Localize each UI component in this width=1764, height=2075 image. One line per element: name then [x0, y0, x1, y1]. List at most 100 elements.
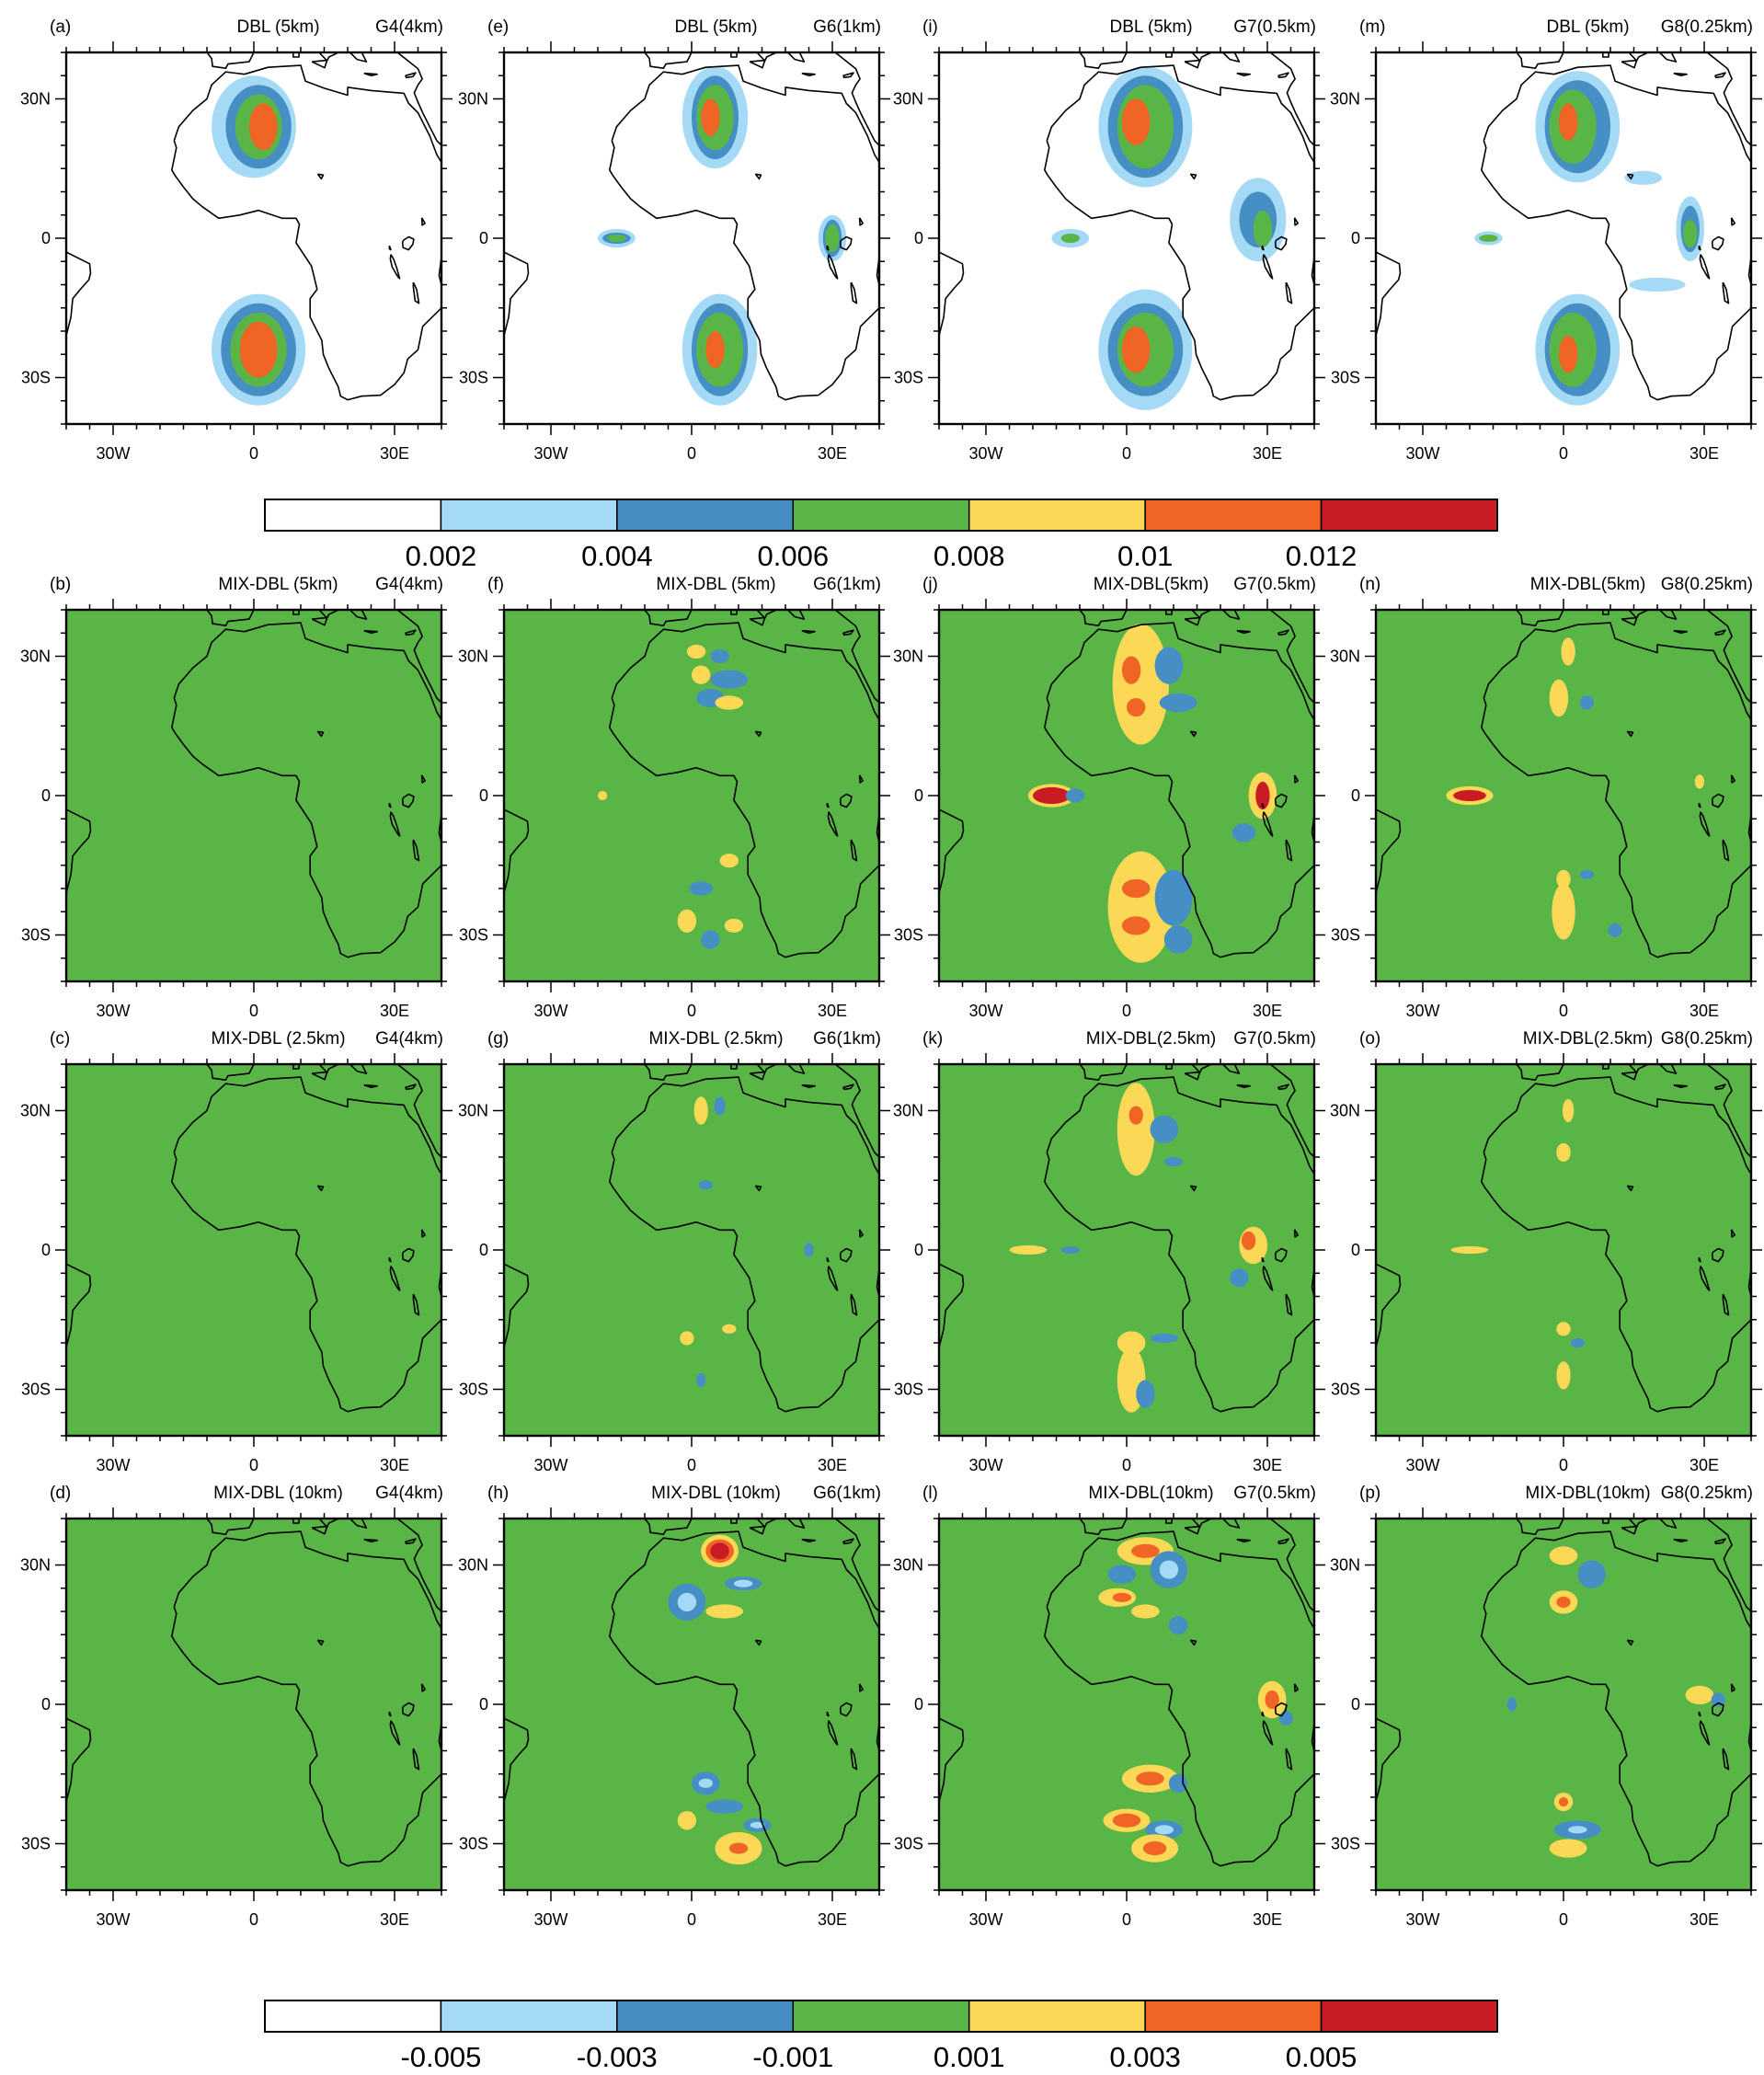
coastline — [388, 802, 392, 808]
contour-region — [1154, 869, 1193, 926]
coastline — [1261, 1256, 1265, 1263]
contour-region — [1453, 789, 1486, 802]
contour-region — [1131, 1604, 1160, 1619]
contour-region — [686, 644, 706, 659]
colorbar-label: 0.001 — [934, 2041, 1005, 2073]
lon-label: 30W — [1405, 444, 1439, 463]
coastline — [730, 1064, 739, 1070]
coastline — [1626, 1185, 1634, 1192]
lon-label: 0 — [249, 444, 258, 463]
colorbar-label: 0.002 — [406, 540, 477, 572]
coastline — [1376, 1263, 1402, 1436]
coastline — [363, 1538, 378, 1543]
contour-region — [804, 1243, 814, 1257]
coastline — [1722, 839, 1730, 862]
coastline — [1261, 1711, 1265, 1717]
contour-region — [696, 1372, 706, 1387]
lon-label: 30E — [1253, 1910, 1282, 1929]
lat-label: 30N — [1330, 1102, 1360, 1120]
panel-background — [66, 1519, 441, 1890]
lon-label: 0 — [249, 1002, 258, 1020]
lon-label: 30E — [818, 1456, 847, 1474]
contour-region — [715, 695, 744, 710]
coastline — [1481, 1530, 1751, 1867]
lon-label: 30W — [533, 1002, 567, 1020]
contour-region — [1107, 851, 1174, 963]
coastline — [1165, 52, 1174, 58]
map-panel: (a) DBL (5km) G4(4km) 30W 0 30E 30N 0 30S — [20, 17, 452, 463]
lon-label: 30E — [818, 1910, 847, 1929]
contour-region — [1579, 695, 1595, 710]
panel-tag: (p) — [1359, 1484, 1380, 1503]
lat-label: 0 — [479, 1241, 488, 1259]
contour-region — [1163, 925, 1193, 954]
coastline — [801, 72, 816, 77]
coastline — [1253, 1519, 1314, 1612]
coastline — [1236, 1083, 1251, 1089]
coastline — [1184, 616, 1201, 626]
contour-region — [1154, 647, 1184, 684]
contour-region — [677, 1592, 697, 1611]
coastline — [420, 774, 426, 784]
lat-label: 30S — [21, 1835, 51, 1853]
lat-label: 30N — [1330, 648, 1360, 666]
coastline — [1654, 610, 1690, 620]
coastline — [1730, 774, 1735, 784]
map-panel: (m) DBL (5km) G8(0.25km) 30W 0 30E 30N 0 30S — [1330, 17, 1762, 463]
panel-tag: (f) — [487, 575, 504, 594]
coastline — [609, 64, 879, 401]
lat-label: 30S — [459, 369, 488, 387]
lat-label: 0 — [41, 229, 51, 247]
lon-label: 0 — [249, 1910, 258, 1929]
contour-region — [1562, 1098, 1575, 1123]
lat-label: 30S — [21, 369, 51, 387]
contour-region — [1136, 1771, 1164, 1786]
coastline — [292, 1519, 301, 1524]
coastline — [1236, 629, 1251, 635]
coastline — [363, 72, 378, 77]
coastline — [782, 610, 819, 620]
contour-region — [825, 224, 840, 253]
lat-label: 30N — [20, 90, 51, 109]
map-panel: (k) MIX-DBL(2.5km) G7(0.5km) 30W 0 30E 30N 0 30S — [893, 1029, 1325, 1474]
coastline — [754, 173, 762, 180]
panel-tag: (a) — [50, 17, 71, 37]
coastline — [754, 1639, 762, 1646]
contour-region — [1154, 1825, 1174, 1835]
coastline — [292, 610, 301, 615]
coastline — [1621, 59, 1638, 69]
coastline — [1293, 217, 1299, 226]
coastline — [1711, 1702, 1724, 1717]
coastline — [1262, 1266, 1274, 1291]
panel-title: MIX-DBL(2.5km) — [1086, 1029, 1216, 1049]
coastline — [782, 52, 819, 63]
panel-title: MIX-DBL (5km) — [218, 575, 338, 594]
coastline — [842, 72, 854, 79]
contour-region — [701, 98, 720, 136]
coastline — [1621, 616, 1638, 626]
coastline — [316, 173, 325, 180]
coastline — [1261, 245, 1265, 251]
lat-label: 0 — [914, 229, 923, 247]
coastline — [939, 1717, 965, 1890]
colorbar-swatch — [1144, 2000, 1323, 2033]
contour-region — [1568, 1826, 1587, 1834]
lon-label: 30E — [818, 1002, 847, 1020]
contour-region — [1060, 233, 1081, 244]
contour-region — [1150, 1115, 1179, 1143]
lat-label: 0 — [914, 786, 923, 805]
contour-region — [1121, 98, 1151, 145]
coastline — [363, 1083, 378, 1089]
contour-region — [1552, 883, 1575, 940]
contour-region — [1112, 1813, 1141, 1828]
coastline — [827, 811, 839, 837]
map-panel: (n) MIX-DBL(5km) G8(0.25km) 30W 0 30E 30N 0 30S — [1330, 575, 1762, 1020]
contour-region — [1561, 637, 1575, 666]
coastline — [858, 774, 864, 784]
coastline — [401, 793, 415, 808]
colorbar-swatch — [440, 2000, 618, 2033]
panel-title: MIX-DBL(5km) — [1530, 575, 1646, 594]
coastline — [850, 281, 858, 304]
contour-region — [1570, 1337, 1585, 1348]
coastline — [1673, 629, 1688, 635]
